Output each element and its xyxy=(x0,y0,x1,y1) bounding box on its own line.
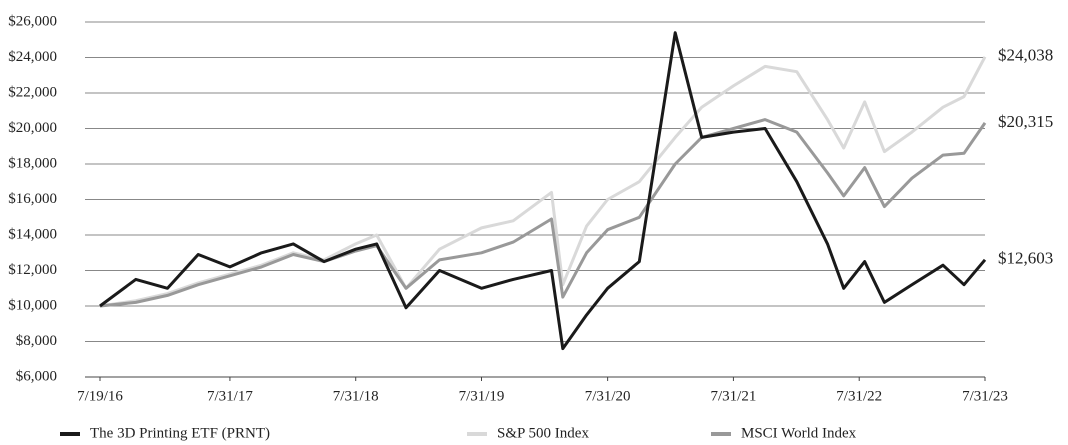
x-tick-label: 7/31/21 xyxy=(711,388,757,404)
y-tick-label: $16,000 xyxy=(8,191,57,207)
series-line xyxy=(99,118,987,308)
y-tick-label: $24,000 xyxy=(8,49,57,65)
y-tick-label: $22,000 xyxy=(8,84,57,100)
end-label: $24,038 xyxy=(998,46,1053,65)
y-tick-label: $20,000 xyxy=(8,120,57,136)
legend-label: MSCI World Index xyxy=(741,425,857,441)
x-tick-label: 7/31/20 xyxy=(585,388,631,404)
series-line xyxy=(99,31,987,351)
x-tick-label: 7/31/19 xyxy=(459,388,505,404)
legend-label: The 3D Printing ETF (PRNT) xyxy=(90,425,270,441)
y-tick-label: $12,000 xyxy=(8,262,57,278)
y-tick-label: $14,000 xyxy=(8,226,57,242)
x-tick-label: 7/19/16 xyxy=(77,388,123,404)
x-tick-label: 7/31/22 xyxy=(836,388,882,404)
legend-label: S&P 500 Index xyxy=(497,425,589,441)
series-line xyxy=(99,56,987,308)
x-tick-label: 7/31/18 xyxy=(333,388,379,404)
x-tick-label: 7/31/23 xyxy=(962,388,1008,404)
y-tick-label: $6,000 xyxy=(16,368,57,384)
x-tick-label: 7/31/17 xyxy=(207,388,253,404)
end-label: $20,315 xyxy=(998,112,1053,131)
y-tick-label: $18,000 xyxy=(8,155,57,171)
y-tick-label: $8,000 xyxy=(16,333,57,349)
y-tick-label: $10,000 xyxy=(8,297,57,313)
y-tick-label: $26,000 xyxy=(8,13,57,29)
end-label: $12,603 xyxy=(998,249,1053,268)
